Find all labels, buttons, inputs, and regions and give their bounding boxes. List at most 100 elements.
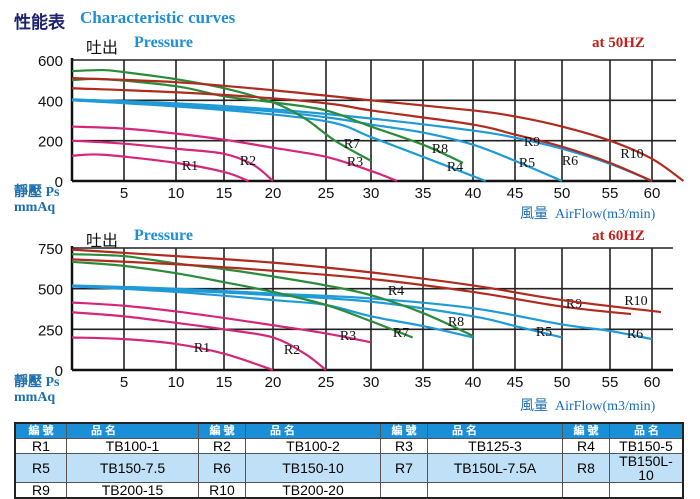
x-tick-label: 45 [507, 185, 524, 202]
curve-r6 [71, 98, 653, 183]
curve-r2 [71, 139, 274, 182]
curve-r1 [71, 336, 274, 372]
curve-label-r3: R3 [340, 329, 356, 344]
curve-label-r6: R6 [562, 154, 578, 169]
curve-label-r5: R5 [536, 325, 552, 340]
xlabel-cn: 風量 [520, 399, 548, 414]
x-tick-label: 20 [265, 374, 282, 391]
xlabel-cn: 風量 [520, 207, 548, 222]
code-cell: R1 [14, 438, 67, 454]
y-tick-label: 400 [38, 93, 63, 110]
code-cell: R6 [198, 453, 246, 483]
header-cell: 品 名 [245, 422, 381, 439]
header-cell: 品 名 [609, 422, 684, 439]
x-tick-label: 30 [363, 374, 380, 391]
x-tick-label: 25 [318, 374, 335, 391]
curve-label-r6: R6 [627, 327, 643, 342]
header-cell: 編 號 [14, 422, 67, 439]
table-header: 編 號 品 名 編 號 品 名 編 號 品 名 編 號 品 名 [14, 422, 684, 439]
title-chinese: 性能表 [14, 13, 65, 32]
title-english: Characteristic curves [80, 8, 236, 27]
model-cell: TB100-2 [245, 438, 381, 454]
x-tick-label: 55 [602, 185, 619, 202]
frequency-60hz: at 60HZ [592, 228, 645, 244]
pressure-label-60hz: Pressure [134, 227, 193, 244]
model-cell: TB100-1 [66, 438, 199, 454]
code-cell: R4 [562, 438, 610, 454]
curve-r8 [71, 253, 474, 337]
header-cell: 編 號 [380, 422, 428, 439]
ylabel-unit: mmAq [14, 200, 56, 215]
x-tick-label: 40 [465, 185, 482, 202]
pressure-label-50hz: Pressure [134, 34, 193, 51]
curve-label-r1: R1 [182, 159, 198, 174]
curve-r3 [71, 301, 372, 344]
model-cell: TB150L-10 [609, 453, 684, 483]
code-cell: R8 [562, 453, 610, 483]
curve-r10 [71, 248, 662, 314]
x-tick-label: 15 [216, 374, 233, 391]
header-cell: 編 號 [198, 422, 246, 439]
curve-r7 [71, 260, 414, 339]
curve-label-r8: R8 [448, 315, 464, 330]
curve-r2 [71, 311, 327, 371]
curve-label-r10: R10 [620, 147, 643, 162]
curve-r4 [71, 285, 474, 339]
header-cell: 編 號 [562, 422, 610, 439]
xlabel-60hz: 風量 AirFlow(m3/min) [520, 395, 655, 415]
frequency-50hz: at 50HZ [592, 35, 645, 51]
code-cell: R5 [14, 453, 67, 483]
curve-label-r7: R7 [344, 137, 360, 152]
curve-r1 [71, 153, 249, 183]
table-row: R5 TB150-7.5 R6 TB150-10 R7 TB150L-7.5A … [14, 453, 684, 483]
x-tick-label: 25 [318, 185, 335, 202]
curve-label-r1: R1 [194, 341, 210, 356]
curve-label-r4: R4 [388, 284, 404, 299]
curve-label-r2: R2 [284, 343, 300, 358]
x-tick-label: 15 [216, 185, 233, 202]
model-table: 編 號 品 名 編 號 品 名 編 號 品 名 編 號 品 名 R1 TB100… [14, 422, 684, 499]
curve-label-r8: R8 [432, 142, 448, 157]
table-row: R9 TB200-15 R10 TB200-20 [14, 482, 684, 499]
x-tick-label: 60 [644, 374, 661, 391]
x-tick-label: 35 [415, 374, 432, 391]
ylabel-unit: mmAq [14, 390, 56, 405]
x-tick-label: 5 [120, 374, 128, 391]
characteristic-charts: 0 200 400 600 5 10 15 20 25 30 35 40 45 50 55 60 R1 R2 R3 R… [38, 53, 685, 391]
x-tick-label: 50 [554, 374, 571, 391]
curve-label-r10: R10 [624, 294, 647, 309]
y-tick-label: 600 [38, 53, 63, 70]
header-cell: 品 名 [66, 422, 199, 439]
model-cell: TB150-7.5 [66, 453, 199, 483]
curve-r9 [71, 258, 632, 316]
y-tick-label: 200 [38, 134, 63, 151]
code-cell: R7 [380, 453, 428, 483]
code-cell: R3 [380, 438, 428, 454]
y-tick-label: 0 [55, 174, 63, 191]
header-cell: 品 名 [427, 422, 563, 439]
model-cell: TB150L-7.5A [427, 453, 563, 483]
pressure-label-cn-50hz: 吐出 [86, 40, 119, 57]
y-tick-label: 250 [38, 322, 63, 339]
curve-r3 [71, 125, 398, 183]
pressure-label-cn-60hz: 吐出 [86, 233, 119, 250]
x-tick-label: 10 [168, 374, 185, 391]
ylabel-text: 靜壓 Ps [14, 375, 60, 390]
curve-r9 [71, 87, 653, 183]
ylabel-50hz: 靜壓 Ps mmAq [14, 185, 60, 215]
xlabel-en: AirFlow(m3/min) [555, 207, 656, 222]
curve-r6 [71, 284, 653, 341]
x-tick-label: 45 [507, 374, 524, 391]
ylabel-60hz: 靜壓 Ps mmAq [14, 375, 60, 405]
curve-label-r7: R7 [393, 326, 409, 341]
x-tick-label: 40 [465, 374, 482, 391]
curve-label-r9: R9 [524, 135, 540, 150]
curve-label-r5: R5 [519, 156, 535, 171]
x-tick-label: 35 [415, 185, 432, 202]
x-tick-label: 20 [265, 185, 282, 202]
x-tick-label: 50 [554, 185, 571, 202]
curve-label-r3: R3 [347, 155, 363, 170]
x-tick-label: 60 [644, 185, 661, 202]
table-row: R1 TB100-1 R2 TB100-2 R3 TB125-3 R4 TB15… [14, 438, 684, 454]
y-tick-label: 500 [38, 282, 63, 299]
